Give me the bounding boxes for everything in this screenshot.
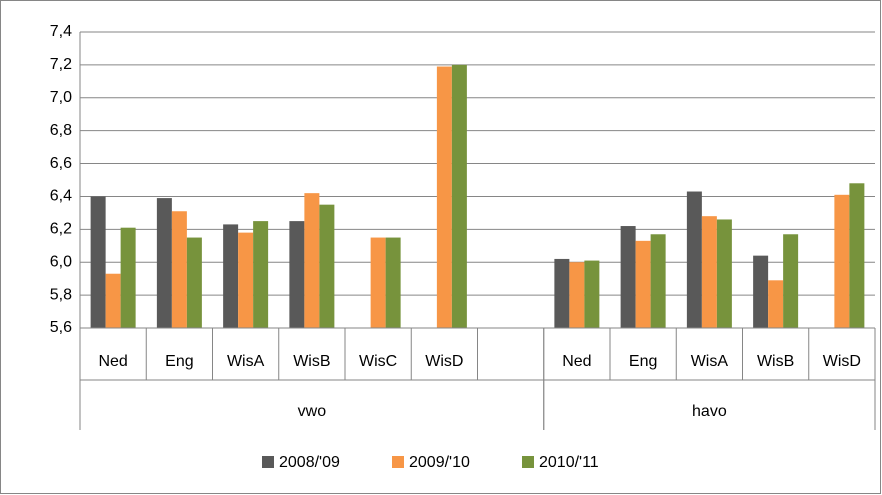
bar [716,219,732,328]
x-tick-label: WisA [691,353,729,370]
legend-label: 2009/'10 [409,454,470,471]
x-tick-label: WisB [757,353,794,370]
bar [584,260,600,328]
bar [90,196,106,328]
bar [701,216,717,328]
group-label: vwo [298,403,327,420]
bar [783,234,799,328]
y-tick-label: 7,2 [50,56,72,73]
y-tick-label: 7,4 [50,23,72,40]
y-tick-label: 6,2 [50,221,72,238]
bar [120,227,136,328]
group-label: havo [692,403,727,420]
bar [105,273,121,328]
bar [304,193,320,328]
y-tick-label: 5,8 [50,286,72,303]
x-tick-label: Ned [562,353,591,370]
legend-swatch [522,456,534,468]
bar [849,183,865,328]
y-tick-label: 6,6 [50,155,72,172]
x-tick-label: WisC [359,353,397,370]
bar [768,280,784,328]
bar [156,198,172,328]
y-tick-label: 6,8 [50,122,72,139]
y-tick-label: 7,0 [50,89,72,106]
bar [238,232,254,328]
bar [436,66,452,329]
bar [451,64,467,328]
bar [289,221,305,328]
x-tick-label: WisD [425,353,463,370]
bar [686,191,702,328]
bar [171,211,187,328]
x-tick-label: Eng [629,353,657,370]
x-tick-label: Ned [98,353,127,370]
bar [385,237,401,328]
bar [370,237,386,328]
bar [650,234,666,328]
bar [319,204,335,328]
x-tick-label: WisA [227,353,265,370]
bar [253,221,269,328]
legend-swatch [392,456,404,468]
bar [569,262,585,328]
y-tick-label: 5,6 [50,319,72,336]
x-tick-label: Eng [165,353,193,370]
x-tick-label: WisB [293,353,330,370]
y-tick-label: 6,0 [50,253,72,270]
x-tick-label: WisD [823,353,861,370]
bar [635,240,651,328]
bar [753,255,769,328]
legend-label: 2008/'09 [279,454,340,471]
y-tick-label: 6,4 [50,188,72,205]
legend-swatch [262,456,274,468]
bar [554,258,570,328]
bar [620,226,636,328]
bar [186,237,202,328]
legend-label: 2010/'11 [539,454,599,471]
bar [223,224,239,328]
bar [834,194,850,328]
